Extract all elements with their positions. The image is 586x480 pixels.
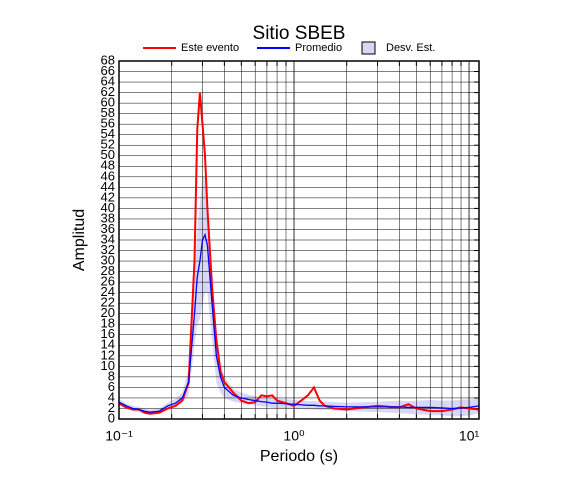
y-tick-label: 12	[101, 347, 115, 362]
y-tick-label: 38	[101, 210, 115, 225]
y-tick-label: 68	[101, 52, 115, 67]
y-tick-label: 32	[101, 242, 115, 257]
y-tick-label: 28	[101, 263, 115, 278]
y-tick-label: 60	[101, 95, 115, 110]
y-tick-label: 16	[101, 326, 115, 341]
y-tick-label: 22	[101, 295, 115, 310]
x-tick-label: 10¹	[459, 428, 480, 444]
y-tick-label: 2	[108, 400, 115, 415]
std-band	[119, 176, 479, 417]
y-tick-label: 42	[101, 189, 115, 204]
y-tick-label: 56	[101, 116, 115, 131]
y-tick-label: 6	[108, 379, 115, 394]
line	[118, 232, 480, 413]
y-tick-label: 36	[101, 221, 115, 236]
y-tick-label: 62	[101, 84, 115, 99]
y-tick-label: 46	[101, 168, 115, 183]
y-axis-label: Amplitud	[71, 209, 88, 271]
y-tick-label: 52	[101, 137, 115, 152]
y-tick-label: 30	[101, 252, 115, 267]
y-tick-label: 64	[101, 73, 115, 88]
y-tick-label: 48	[101, 158, 115, 173]
y-tick-label: 4	[108, 389, 115, 404]
legend-label: Este evento	[181, 42, 239, 54]
y-tick-label: 14	[101, 337, 115, 352]
y-tick-label: 26	[101, 274, 115, 289]
line	[118, 92, 480, 415]
y-tick-label: 8	[108, 368, 115, 383]
y-tick-label: 54	[101, 126, 115, 141]
plot-frame	[118, 60, 480, 420]
y-tick-label: 0	[108, 410, 115, 425]
y-tick-label: 58	[101, 105, 115, 120]
y-tick-label: 20	[101, 305, 115, 320]
legend-swatch	[361, 41, 376, 55]
y-tick-label: 50	[101, 147, 115, 162]
x-tick-label: 10⁰	[283, 428, 305, 444]
y-tick-label: 18	[101, 316, 115, 331]
y-tick-label: 10	[101, 358, 115, 373]
y-tick-label: 24	[101, 284, 115, 299]
x-tick-label: 10⁻¹	[105, 428, 133, 444]
chart-title: Sitio SBEB	[253, 23, 346, 44]
legend-label: Desv. Est.	[386, 42, 435, 54]
legend-label: Promedio	[295, 42, 342, 54]
x-axis-label: Periodo (s)	[260, 448, 338, 465]
y-tick-label: 34	[101, 231, 115, 246]
y-tick-label: 44	[101, 179, 115, 194]
y-tick-label: 66	[101, 63, 115, 78]
y-tick-label: 40	[101, 200, 115, 215]
